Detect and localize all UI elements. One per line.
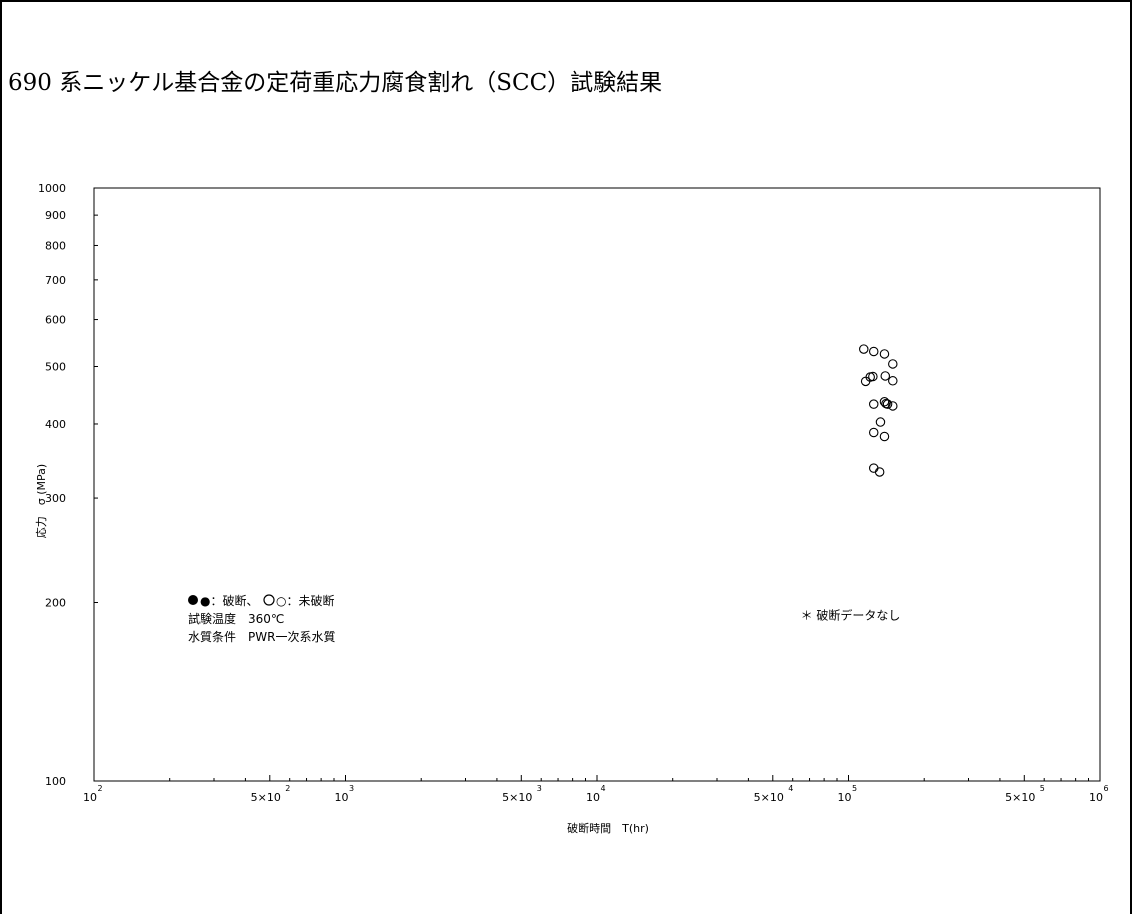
x-tick-label-base: 10 xyxy=(586,791,600,804)
data-point xyxy=(888,376,898,386)
x-tick-label: 106 xyxy=(1089,784,1109,804)
y-tick-label: 1000 xyxy=(38,182,66,195)
x-tick-label-exponent: 5 xyxy=(852,784,857,793)
x-tick-label-exponent: 3 xyxy=(349,784,354,793)
data-point xyxy=(868,399,879,409)
data-point xyxy=(888,359,898,369)
x-tick-label-base: 10 xyxy=(1089,791,1103,804)
data-point xyxy=(888,401,898,411)
data-point xyxy=(879,349,890,359)
legend-condition-temperature: 試験温度 360℃ xyxy=(188,611,284,626)
x-tick-label: 103 xyxy=(335,784,355,804)
legend-open-circle-icon xyxy=(263,594,275,606)
y-tick-label: 800 xyxy=(45,239,66,252)
y-tick-label: 900 xyxy=(45,209,66,222)
y-tick-label: 200 xyxy=(45,596,66,609)
x-tick-label-base: 10 xyxy=(83,791,97,804)
y-tick-label: 600 xyxy=(45,314,66,327)
x-tick-label: 5×10 3 xyxy=(502,784,542,804)
x-tick-label: 5×10 5 xyxy=(1005,784,1045,804)
legend-condition-water: 水質条件 PWR一次系水質 xyxy=(188,629,335,644)
data-point xyxy=(882,399,893,409)
y-tick-label: 400 xyxy=(45,418,66,431)
y-axis-label: 応力 σ (MPa) xyxy=(34,464,48,538)
data-point xyxy=(880,371,891,381)
data-point xyxy=(859,344,869,354)
data-point xyxy=(868,427,879,438)
data-points xyxy=(859,344,898,477)
y-tick-label: 700 xyxy=(45,274,66,287)
data-point xyxy=(868,346,879,357)
x-tick-label-base: 10 xyxy=(838,791,852,804)
x-tick-label: 102 xyxy=(83,784,103,804)
x-tick-label-exponent: 2 xyxy=(97,784,102,793)
x-tick-label-exponent: 4 xyxy=(788,784,793,793)
page-title: 690 系ニッケル基合金の定荷重応力腐食割れ（SCC）試験結果 xyxy=(8,70,663,96)
legend-filled-circle-icon xyxy=(188,595,198,605)
x-tick-label-exponent: 5 xyxy=(1040,784,1045,793)
legend-item-ruptured: ●：破断、 xyxy=(200,593,258,608)
x-tick-label-base: 5×10 xyxy=(251,791,281,804)
x-tick-label-exponent: 6 xyxy=(1103,784,1108,793)
data-point xyxy=(874,467,885,477)
x-tick-label: 104 xyxy=(586,784,606,804)
x-tick-label: 5×10 2 xyxy=(251,784,291,804)
x-tick-label-exponent: 4 xyxy=(600,784,605,793)
x-tick-label-base: 5×10 xyxy=(502,791,532,804)
x-tick-label-base: 10 xyxy=(335,791,349,804)
no-rupture-data-note: ＊ 破断データなし xyxy=(801,608,901,623)
x-tick-label: 5×10 4 xyxy=(754,784,794,804)
plot-area xyxy=(93,187,1101,782)
y-tick-label: 300 xyxy=(45,492,66,505)
data-point xyxy=(868,371,878,382)
legend: ●：破断、 ○：未破断 試験温度 360℃ 水質条件 PWR一次系水質 xyxy=(188,593,335,644)
legend-item-unruptured: ○：未破断 xyxy=(276,593,334,608)
data-point xyxy=(879,397,890,407)
y-tick-label: 500 xyxy=(45,361,66,374)
x-tick-label-base: 5×10 xyxy=(754,791,784,804)
x-tick-label: 105 xyxy=(838,784,858,804)
x-axis-label: 破断時間 T(hr) xyxy=(567,821,649,835)
x-tick-label-base: 5×10 xyxy=(1005,791,1035,804)
data-point xyxy=(875,417,886,427)
y-axis-ticks: 100 200 300 400 500 600 700 800 900 1000 xyxy=(38,182,98,788)
data-point xyxy=(868,463,879,473)
x-tick-label-exponent: 2 xyxy=(285,784,290,793)
x-tick-label-exponent: 3 xyxy=(537,784,542,793)
data-point xyxy=(879,431,890,442)
y-tick-label: 100 xyxy=(45,775,66,788)
